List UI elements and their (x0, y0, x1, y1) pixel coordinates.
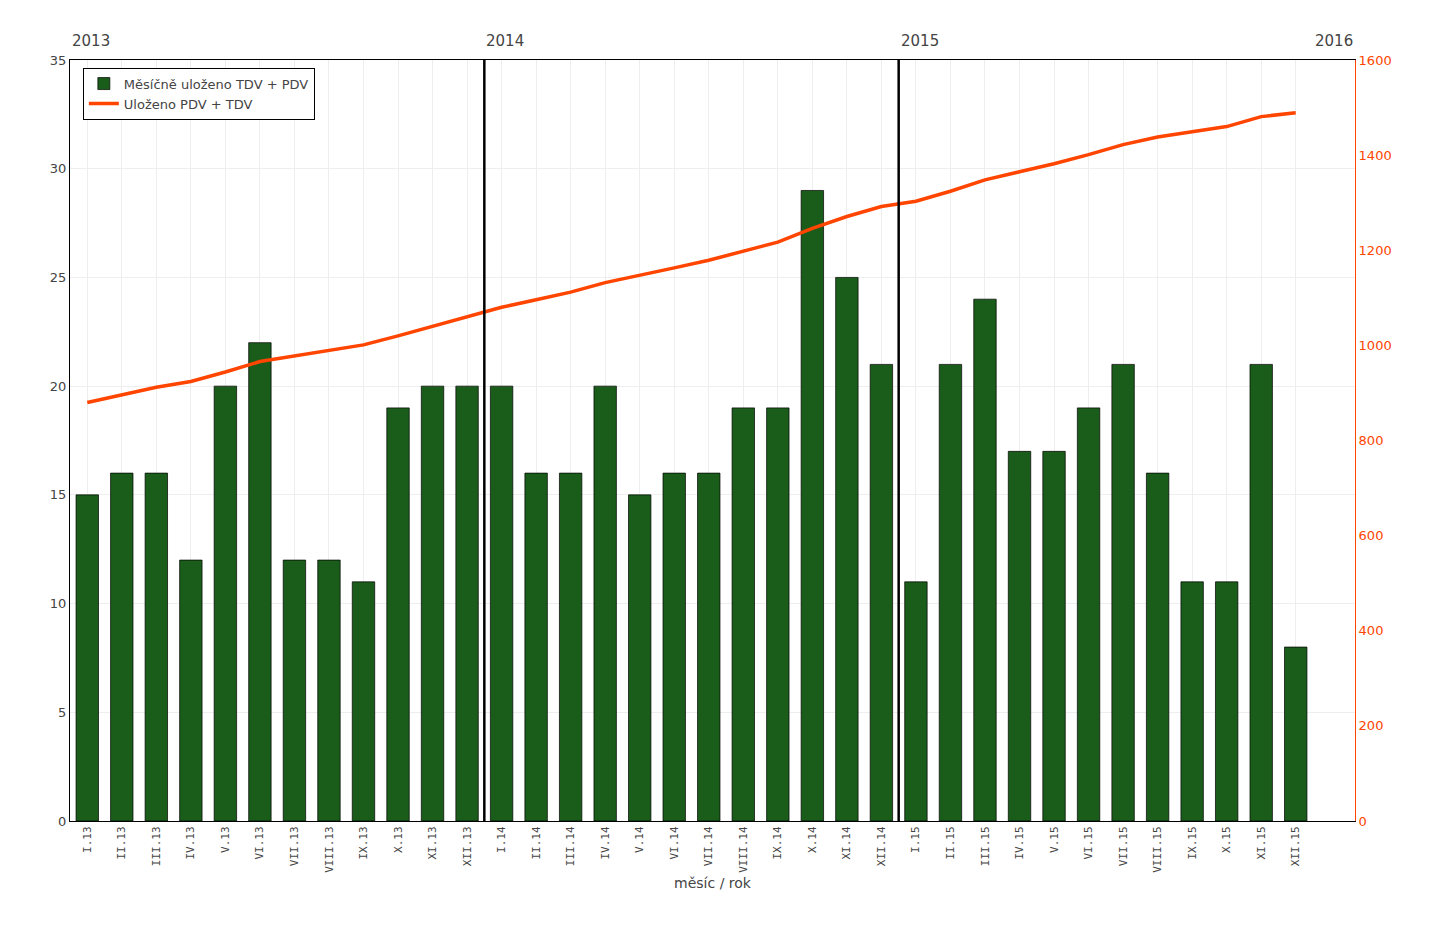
svg-text:XII.13: XII.13 (461, 826, 474, 866)
svg-text:Uloženo PDV + TDV: Uloženo PDV + TDV (124, 97, 253, 112)
svg-text:1000: 1000 (1359, 338, 1392, 353)
svg-text:2016: 2016 (1315, 32, 1353, 50)
svg-text:XI.14: XI.14 (840, 826, 853, 859)
svg-text:0: 0 (58, 814, 66, 829)
svg-text:VI.13: VI.13 (253, 826, 266, 859)
svg-text:V.15: V.15 (1048, 826, 1061, 853)
svg-text:X.13: X.13 (392, 826, 405, 853)
svg-text:VII.13: VII.13 (288, 826, 301, 866)
svg-text:VIII.14: VIII.14 (737, 826, 750, 873)
svg-text:2013: 2013 (72, 32, 110, 50)
svg-text:X.14: X.14 (806, 826, 819, 853)
svg-text:IX.13: IX.13 (357, 826, 370, 859)
svg-text:5: 5 (58, 705, 66, 720)
svg-text:IV.13: IV.13 (184, 826, 197, 859)
svg-text:XII.15: XII.15 (1289, 826, 1302, 866)
svg-text:IX.14: IX.14 (771, 826, 784, 859)
svg-text:III.13: III.13 (150, 826, 163, 866)
svg-text:V.14: V.14 (633, 826, 646, 853)
svg-text:1400: 1400 (1359, 148, 1392, 163)
svg-text:V.13: V.13 (219, 826, 232, 853)
svg-text:200: 200 (1359, 718, 1384, 733)
svg-text:I.14: I.14 (495, 826, 508, 853)
svg-text:35: 35 (50, 53, 67, 68)
svg-text:III.15: III.15 (979, 826, 992, 866)
svg-text:VI.15: VI.15 (1082, 826, 1095, 859)
svg-text:1600: 1600 (1359, 53, 1392, 68)
svg-text:2015: 2015 (901, 32, 939, 50)
svg-text:I.13: I.13 (81, 826, 94, 853)
svg-text:II.13: II.13 (115, 826, 128, 859)
svg-text:XI.13: XI.13 (426, 826, 439, 859)
svg-text:20: 20 (50, 379, 67, 394)
svg-text:IV.14: IV.14 (599, 826, 612, 859)
svg-text:III.14: III.14 (564, 826, 577, 866)
svg-text:II.15: II.15 (944, 826, 957, 859)
svg-text:II.14: II.14 (530, 826, 543, 859)
svg-text:800: 800 (1359, 433, 1384, 448)
svg-text:2014: 2014 (486, 32, 524, 50)
svg-text:15: 15 (50, 487, 67, 502)
svg-text:10: 10 (50, 596, 67, 611)
svg-text:VI.14: VI.14 (668, 826, 681, 859)
svg-text:VIII.13: VIII.13 (323, 826, 336, 872)
svg-text:VII.15: VII.15 (1117, 826, 1130, 866)
svg-text:Měsíčně uloženo TDV + PDV: Měsíčně uloženo TDV + PDV (124, 77, 308, 92)
svg-text:25: 25 (50, 270, 67, 285)
svg-text:400: 400 (1359, 623, 1384, 638)
svg-text:1200: 1200 (1359, 243, 1392, 258)
svg-text:I.15: I.15 (910, 826, 923, 853)
svg-text:600: 600 (1359, 528, 1384, 543)
svg-text:VII.14: VII.14 (702, 826, 715, 866)
svg-text:IV.15: IV.15 (1013, 826, 1026, 859)
svg-text:XI.15: XI.15 (1255, 826, 1268, 859)
svg-text:XII.14: XII.14 (875, 826, 888, 866)
svg-text:měsíc / rok: měsíc / rok (674, 875, 752, 891)
svg-text:IX.15: IX.15 (1186, 826, 1199, 859)
svg-text:30: 30 (50, 161, 67, 176)
svg-text:X.15: X.15 (1220, 826, 1233, 853)
svg-text:0: 0 (1359, 814, 1367, 829)
svg-text:VIII.15: VIII.15 (1151, 826, 1164, 872)
